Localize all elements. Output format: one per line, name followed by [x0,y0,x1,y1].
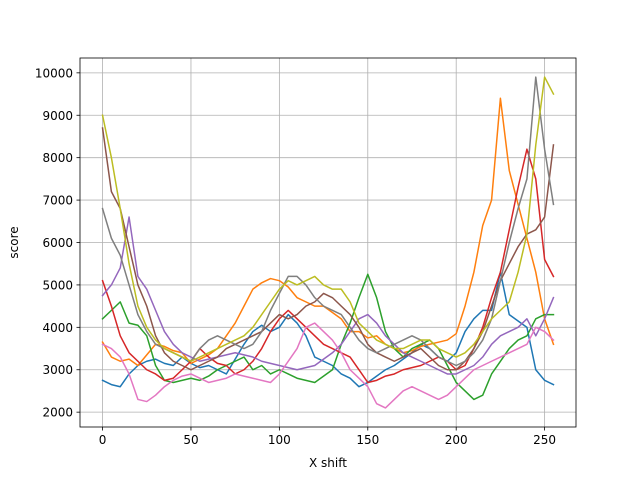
x-tick-label: 150 [356,433,379,447]
y-tick-label: 9000 [42,109,73,123]
series-line-7 [101,322,555,409]
axis-ticks: 0 50 100 150 200 250 2000 3000 4000 5000 6000 7000 8… [35,66,556,447]
series-layer [101,76,555,409]
y-axis-label: score [7,226,21,258]
y-tick-label: 7000 [42,194,73,208]
y-tick-label: 3000 [42,363,73,377]
y-tick-label: 5000 [42,278,73,292]
series-line-2 [101,97,555,367]
x-tick-label: 100 [268,433,291,447]
x-axis-label: X shift [309,456,347,470]
y-tick-label: 8000 [42,151,73,165]
x-tick-label: 0 [99,433,107,447]
x-tick-label: 50 [183,433,198,447]
y-tick-label: 2000 [42,406,73,420]
series-line-1 [101,271,555,388]
grid-lines [80,58,576,427]
series-line-3 [101,273,555,401]
x-tick-label: 250 [533,433,556,447]
x-tick-label: 200 [445,433,468,447]
y-tick-label: 10000 [35,66,73,80]
y-tick-label: 4000 [42,321,73,335]
series-line-5 [101,216,555,375]
series-line-9 [101,76,555,363]
series-line-6 [101,127,555,371]
y-tick-label: 6000 [42,236,73,250]
